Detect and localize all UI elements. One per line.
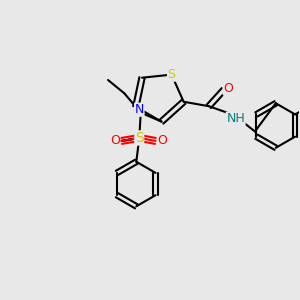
Text: O: O (223, 82, 233, 95)
Text: O: O (110, 134, 120, 147)
Text: S: S (135, 131, 144, 145)
Text: O: O (157, 134, 167, 147)
Text: S: S (167, 68, 175, 81)
Text: NH: NH (226, 112, 245, 125)
Text: N: N (135, 103, 144, 116)
